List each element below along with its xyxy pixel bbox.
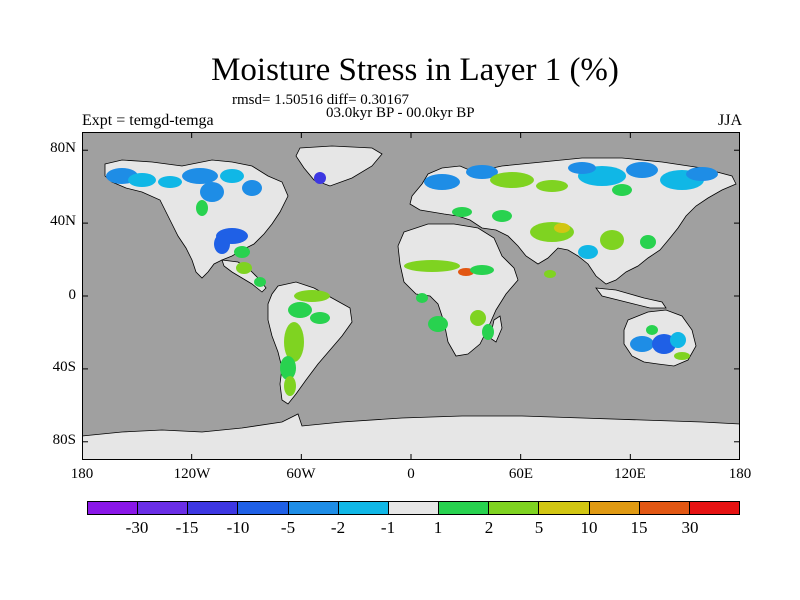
colorbar-label: 5 (534, 518, 544, 537)
landmass-antarctica (82, 413, 740, 460)
lat-label-0: 0 (68, 287, 77, 303)
anomaly-patch (128, 173, 156, 187)
colorbar-swatch (238, 502, 289, 514)
colorbar-label: -15 (175, 518, 199, 537)
anomaly-patch (314, 172, 326, 184)
lon-label-0: 0 (407, 466, 415, 482)
lon-label-180w: 180 (70, 466, 94, 482)
anomaly-patch (646, 325, 658, 335)
statistics-label: rmsd= 1.50516 diff= 0.30167 (232, 92, 410, 108)
colorbar-swatch (489, 502, 540, 514)
anomaly-patch (424, 174, 460, 190)
colorbar-label: -5 (280, 518, 296, 537)
anomaly-patch (626, 162, 658, 178)
colorbar-label: -10 (226, 518, 250, 537)
colorbar-label: 2 (484, 518, 494, 537)
map-ticks (82, 132, 740, 460)
anomaly-patch (284, 376, 296, 396)
landmass-africa (397, 223, 519, 357)
period-label: 03.0kyr BP - 00.0kyr BP (326, 105, 475, 121)
colorbar-swatch (138, 502, 189, 514)
colorbar-label: -2 (330, 518, 346, 537)
anomaly-patch (288, 302, 312, 318)
anomaly-patch (686, 167, 718, 181)
anomaly-patch (670, 332, 686, 348)
colorbar-swatch (539, 502, 590, 514)
anomaly-patch (196, 200, 208, 216)
anomaly-patch (294, 290, 330, 302)
anomaly-patch (536, 180, 568, 192)
anomaly-patch (482, 324, 494, 340)
anomaly-patch (466, 165, 498, 179)
anomaly-patch (640, 235, 656, 249)
anomaly-patch (220, 169, 244, 183)
colorbar-swatch (88, 502, 139, 514)
season-label: JJA (718, 112, 743, 129)
anomaly-patch (182, 168, 218, 184)
colorbar-label: -1 (380, 518, 396, 537)
anomaly-patch (200, 182, 224, 202)
anomaly-patch (310, 312, 330, 324)
anomaly-patch (470, 265, 494, 275)
anomaly-patch (554, 223, 570, 233)
anomaly-patch (284, 322, 304, 362)
lon-label-60e: 60E (508, 466, 534, 482)
anomaly-patch (234, 246, 250, 258)
anomaly-patch (612, 184, 632, 196)
lon-label-180e: 180 (728, 466, 752, 482)
colorbar-label: -30 (125, 518, 149, 537)
anomaly-patch (490, 172, 534, 188)
colorbar (87, 501, 740, 515)
colorbar-label: 10 (580, 518, 598, 537)
anomaly-patch (416, 293, 428, 303)
colorbar-swatch (288, 502, 339, 514)
anomaly-patch (652, 334, 676, 354)
anomaly-patch (254, 277, 266, 287)
landmass-indonesia (595, 287, 667, 309)
anomaly-patch (492, 210, 512, 222)
chart-title: Moisture Stress in Layer 1 (%) (211, 52, 619, 88)
anomaly-patch (568, 162, 596, 174)
anomaly-patch (214, 234, 230, 254)
experiment-label: Expt = temgd-temga (82, 112, 214, 129)
lon-label-120w: 120W (173, 466, 211, 482)
colorbar-swatch (388, 502, 440, 514)
moisture-anomalies (106, 162, 718, 396)
anomaly-patch (242, 180, 262, 196)
lat-label-80n: 80N (50, 140, 76, 156)
anomaly-patch (674, 352, 690, 360)
lon-label-120e: 120E (614, 466, 646, 482)
anomaly-patch (578, 245, 598, 259)
colorbar-swatch (689, 502, 740, 514)
anomaly-patch (280, 356, 296, 380)
lat-label-40n: 40N (50, 213, 76, 229)
lon-label-60w: 60W (286, 466, 316, 482)
colorbar-swatch (439, 502, 490, 514)
anomaly-patch (630, 336, 654, 352)
anomaly-patch (544, 270, 556, 278)
colorbar-swatch (188, 502, 239, 514)
colorbar-swatch (338, 502, 389, 514)
colorbar-label: 30 (681, 518, 699, 537)
colorbar-swatch (639, 502, 690, 514)
anomaly-patch (158, 176, 182, 188)
anomaly-patch (452, 207, 472, 217)
landmass-eurasia (409, 157, 737, 285)
anomaly-patch (600, 230, 624, 250)
lat-label-80s: 80S (52, 432, 76, 448)
anomaly-patch (470, 310, 486, 326)
world-map (82, 132, 740, 460)
colorbar-label: 15 (630, 518, 648, 537)
anomaly-patch (404, 260, 460, 272)
anomaly-patch (236, 262, 252, 274)
colorbar-swatch (589, 502, 640, 514)
lat-label-40s: 40S (52, 359, 76, 375)
anomaly-patch (428, 316, 448, 332)
colorbar-label: 1 (433, 518, 443, 537)
